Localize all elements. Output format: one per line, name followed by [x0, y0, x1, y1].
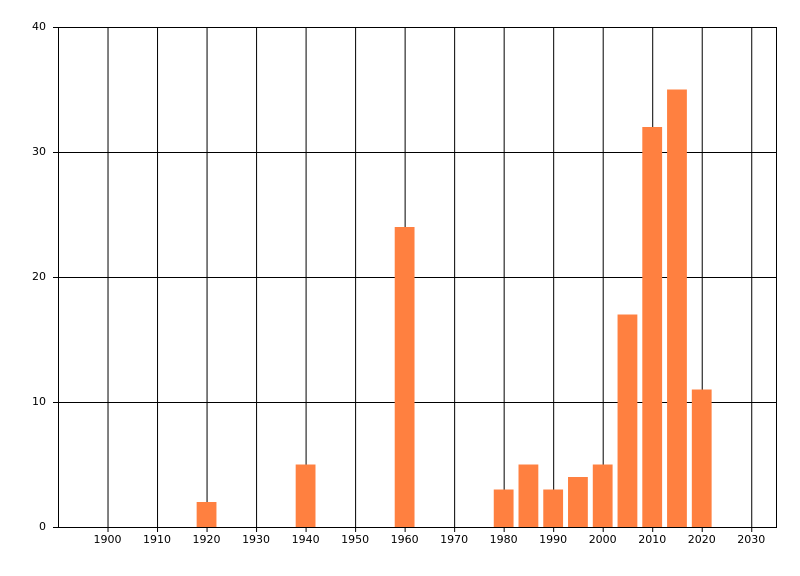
- bar: [592, 464, 613, 527]
- bar: [543, 489, 564, 527]
- x-tick-label: 1940: [292, 533, 320, 546]
- bar: [642, 127, 663, 527]
- x-tick-label: 2030: [737, 533, 765, 546]
- x-tick-label: 2020: [688, 533, 716, 546]
- bar: [691, 389, 712, 527]
- y-tick-label: 40: [32, 20, 46, 33]
- y-tick-label: 10: [32, 395, 46, 408]
- x-tick-label: 1960: [391, 533, 419, 546]
- y-tick-label: 0: [39, 520, 46, 533]
- x-tick-label: 1950: [341, 533, 369, 546]
- bar: [493, 489, 514, 527]
- x-tick-label: 1980: [490, 533, 518, 546]
- x-tick-label: 1910: [143, 533, 171, 546]
- x-tick-label: 1920: [193, 533, 221, 546]
- y-tick-label: 30: [32, 145, 46, 158]
- bar: [196, 502, 217, 527]
- x-tick-label: 2010: [638, 533, 666, 546]
- bar: [667, 89, 687, 527]
- plot-frame: [58, 27, 777, 528]
- bar: [568, 477, 588, 527]
- bar: [518, 464, 539, 527]
- x-tick-label: 1900: [94, 533, 122, 546]
- x-tick-label: 2000: [589, 533, 617, 546]
- bar: [295, 464, 316, 527]
- x-tick-label: 1930: [242, 533, 270, 546]
- y-tick-label: 20: [32, 270, 46, 283]
- bar: [394, 227, 415, 527]
- x-tick-label: 1970: [440, 533, 468, 546]
- x-tick-label: 1990: [539, 533, 567, 546]
- bar: [617, 314, 638, 527]
